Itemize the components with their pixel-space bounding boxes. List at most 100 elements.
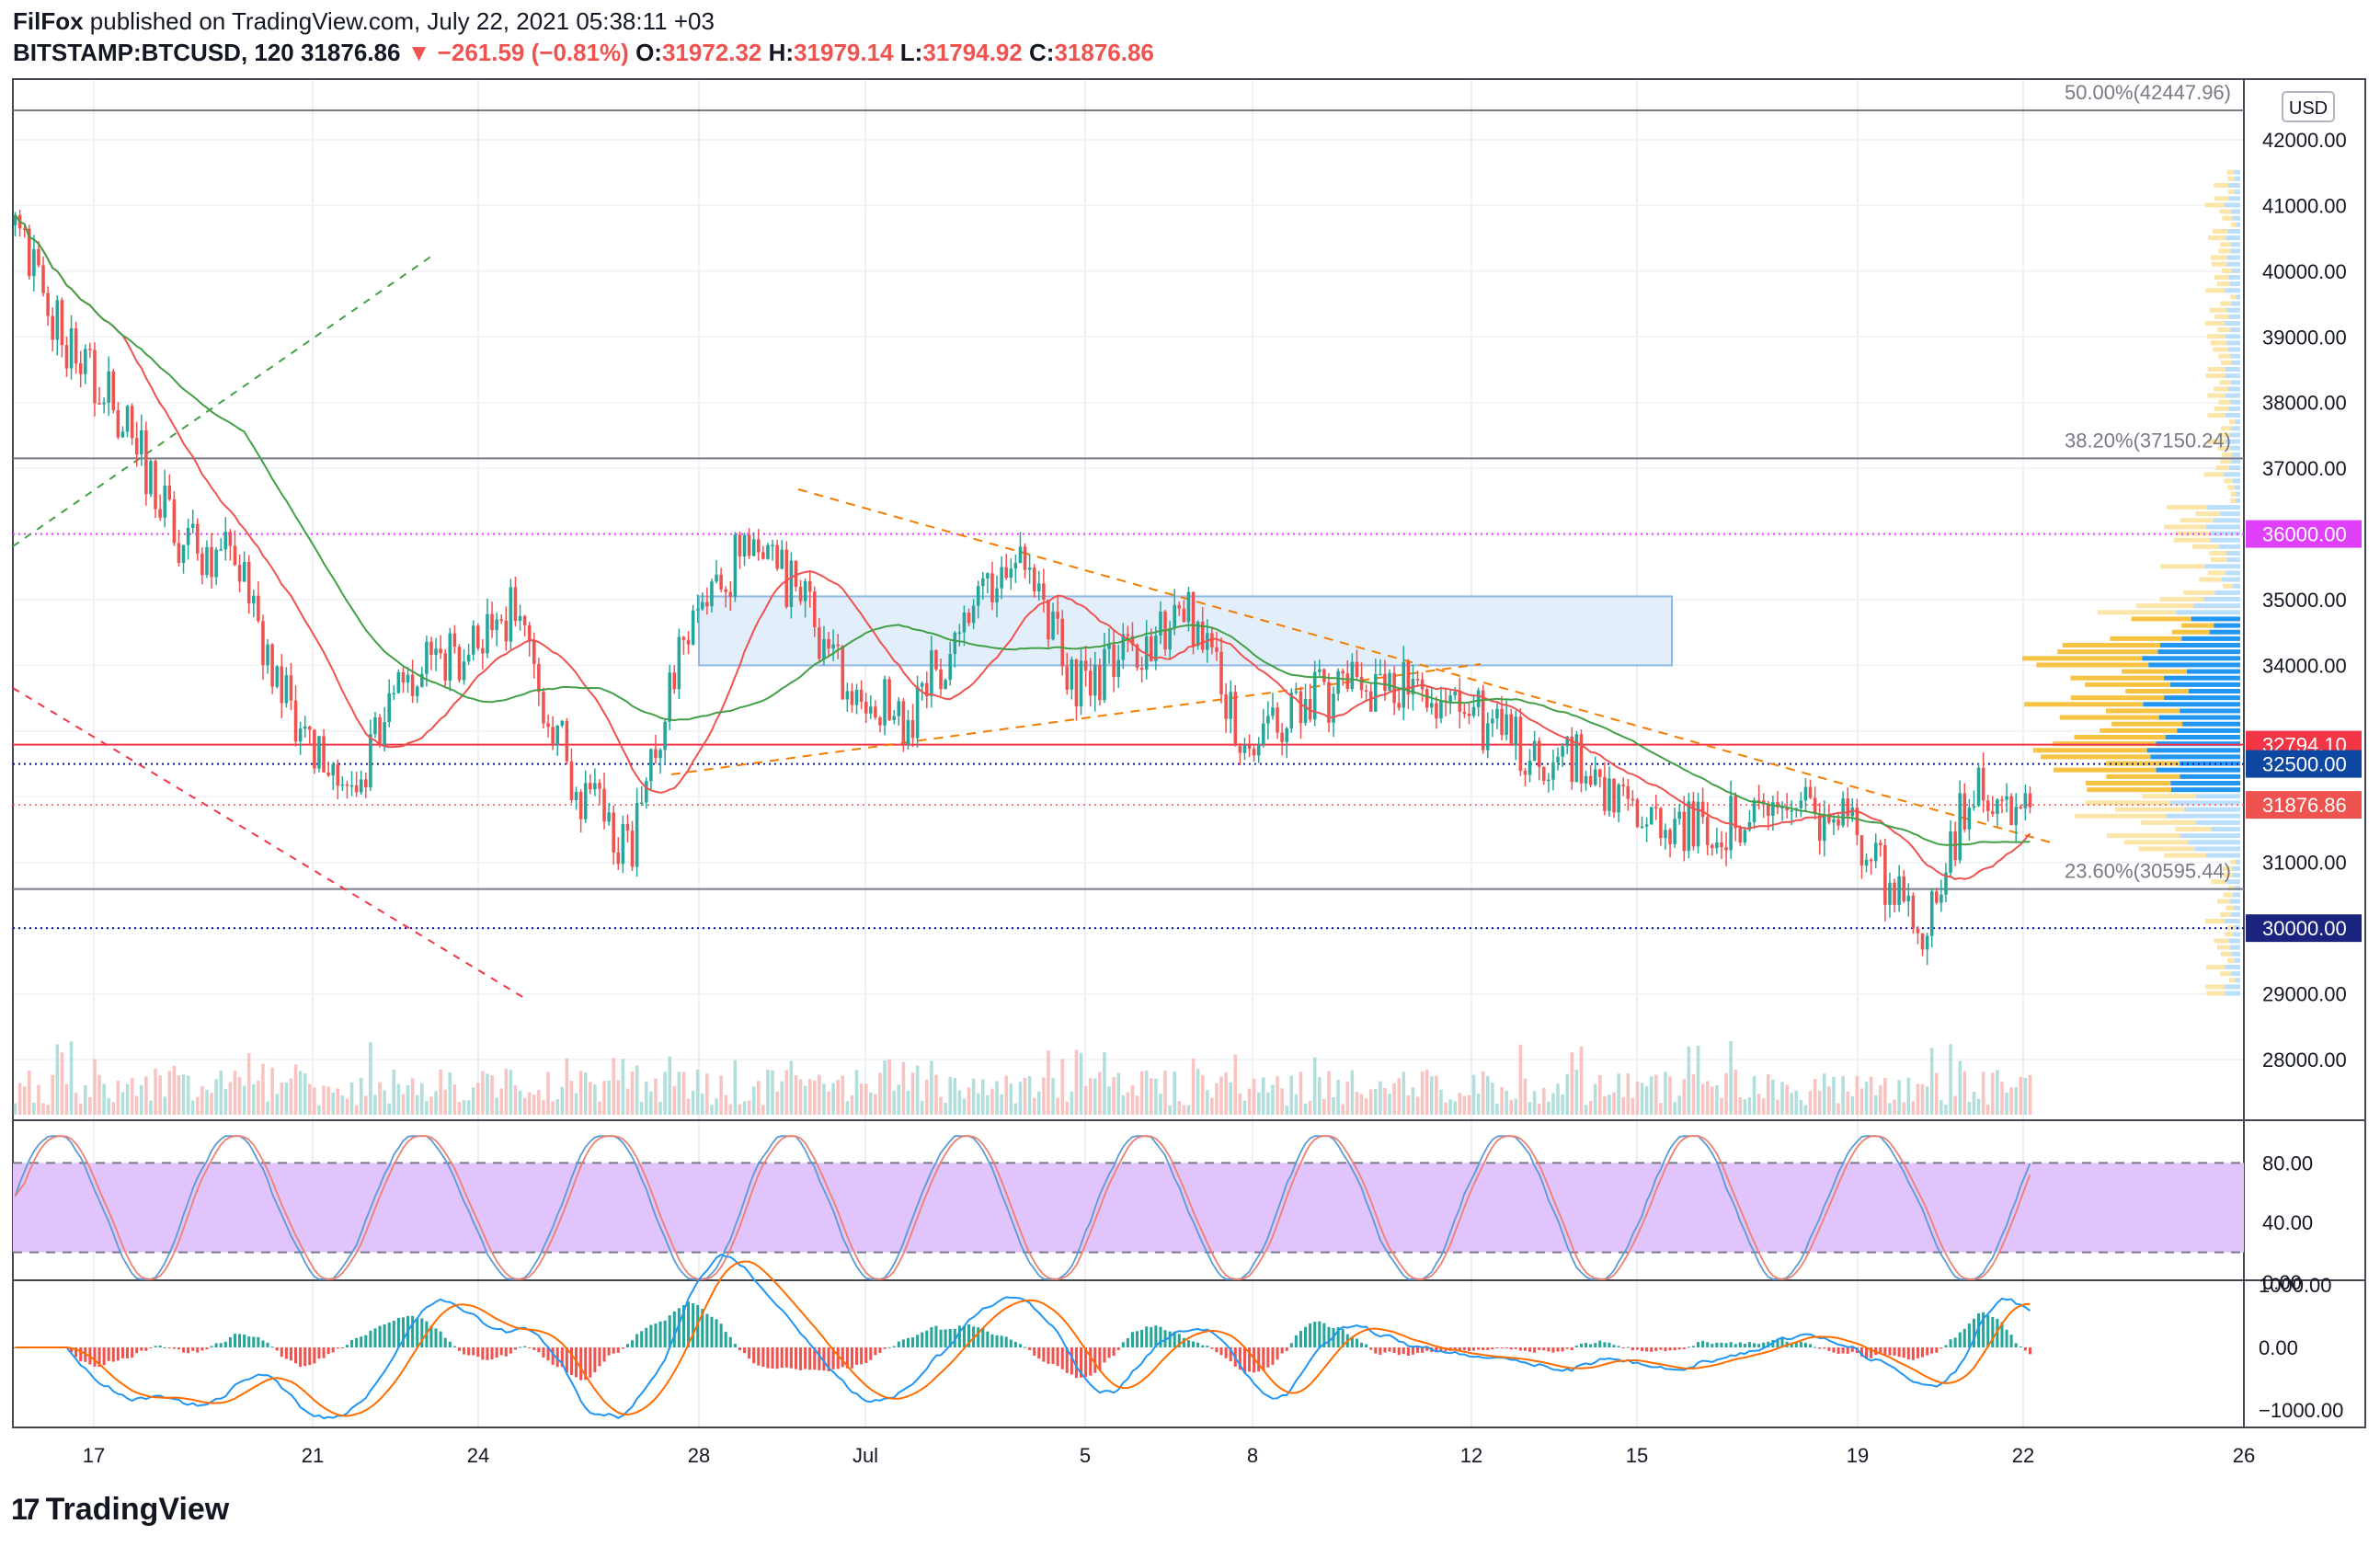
- candle-body: [827, 638, 830, 649]
- candle-body: [1551, 762, 1555, 780]
- candle-body: [1813, 797, 1817, 815]
- macd-histogram-bar: [1093, 1347, 1097, 1373]
- volume-profile-bar: [2226, 235, 2240, 241]
- volume-bar: [925, 1079, 929, 1115]
- candle-body: [1593, 769, 1597, 785]
- macd-histogram-bar: [911, 1337, 915, 1347]
- macd-pane[interactable]: [14, 1253, 2031, 1420]
- stoch-rsi-pane[interactable]: [13, 1135, 2244, 1280]
- price-axis[interactable]: 42000.0041000.0040000.0039000.0038000.00…: [2246, 91, 2362, 1422]
- volume-bar: [457, 1102, 462, 1115]
- macd-histogram-bar: [294, 1347, 298, 1364]
- currency-button[interactable]: [2282, 91, 2335, 122]
- macd-histogram-bar: [1341, 1328, 1344, 1347]
- candlestick-series[interactable]: [13, 210, 2032, 966]
- volume-profile-bar: [2110, 636, 2182, 641]
- volume-bar: [771, 1070, 774, 1115]
- volume-bar: [32, 1102, 36, 1115]
- candle-body: [803, 580, 807, 602]
- candle-body: [1888, 882, 1892, 905]
- volume-bar: [1981, 1071, 1985, 1115]
- volume-bar: [1182, 1105, 1186, 1115]
- volume-profile-bar: [2180, 518, 2214, 523]
- volume-bar: [1649, 1076, 1653, 1115]
- ma-slow-line: [14, 214, 2031, 846]
- volume-bar: [200, 1086, 204, 1115]
- candle-body: [32, 248, 36, 277]
- volume-bar: [841, 1075, 845, 1115]
- volume-profile-bar: [2221, 577, 2240, 582]
- volume-bar: [920, 1100, 924, 1115]
- macd-signal-line: [15, 1260, 2031, 1417]
- macd-histogram-bar: [1542, 1347, 1546, 1351]
- tradingview-logo[interactable]: 17 TradingView: [11, 1492, 229, 1528]
- candle-body: [841, 646, 845, 700]
- candle-body: [1864, 859, 1869, 866]
- candle-body: [1911, 895, 1916, 929]
- volume-bar: [1500, 1086, 1504, 1115]
- last-price: 31876.86: [301, 39, 401, 66]
- volume-profile-bar: [2214, 314, 2229, 319]
- macd-histogram-bar: [1477, 1347, 1481, 1350]
- volume-profile-bar: [2146, 748, 2240, 753]
- volume-profile-bar: [2226, 957, 2235, 963]
- candle-body: [364, 779, 368, 787]
- candle-body: [1130, 636, 1135, 646]
- candle-body: [396, 671, 401, 693]
- macd-histogram-bar: [401, 1317, 405, 1347]
- volume-bar: [1276, 1076, 1279, 1115]
- macd-histogram-bar: [1972, 1318, 1975, 1347]
- candle-body: [1996, 799, 1999, 815]
- candle-body: [1883, 845, 1887, 905]
- volume-bar: [542, 1099, 545, 1115]
- volume-profile-bar: [2170, 781, 2240, 785]
- chart-header: FilFox published on TradingView.com, Jul…: [13, 6, 1154, 68]
- macd-histogram-bar: [1509, 1347, 1513, 1350]
- volume-profile-bar: [2234, 169, 2240, 175]
- macd-histogram-bar: [1397, 1347, 1401, 1356]
- candle-body: [1827, 814, 1831, 823]
- volume-bar: [1808, 1091, 1813, 1115]
- volume-bar: [681, 1071, 686, 1115]
- volume-bar: [378, 1082, 382, 1115]
- down-arrow-icon: ▼: [406, 39, 431, 66]
- volume-bar: [1388, 1094, 1391, 1115]
- volume-bar: [532, 1094, 536, 1115]
- symbol-label[interactable]: BITSTAMP:BTCUSD, 120: [13, 39, 294, 66]
- macd-histogram-bar: [1743, 1343, 1746, 1347]
- volume-bar: [1266, 1092, 1270, 1115]
- volume-bar: [116, 1080, 120, 1115]
- publisher-name[interactable]: FilFox: [13, 7, 84, 35]
- volume-bar: [1312, 1057, 1317, 1115]
- candle-body: [522, 615, 527, 625]
- volume-profile-bar: [2209, 551, 2226, 556]
- candle-body: [1280, 732, 1284, 742]
- volume-profile-bar: [2195, 511, 2221, 517]
- volume-profile-bar: [2230, 498, 2237, 503]
- time-axis[interactable]: 17 21 24 28 Jul 5 8 12 15 19 22 26: [83, 1444, 2255, 1467]
- candle-body: [149, 461, 153, 495]
- volume-profile-bar: [2221, 268, 2232, 273]
- volume-bar: [425, 1101, 429, 1115]
- macd-histogram-bar: [1411, 1347, 1414, 1355]
- volume-profile-bar: [2220, 242, 2232, 247]
- volume-profile-bar: [2227, 261, 2240, 267]
- macd-histogram-bar: [228, 1336, 232, 1347]
- volume-profile-bar: [2204, 202, 2225, 208]
- volume-bar: [177, 1075, 181, 1115]
- candle-body: [757, 539, 761, 553]
- candle-body: [1271, 707, 1275, 716]
- volume-profile-bar: [2214, 386, 2229, 392]
- volume-bar: [1859, 1088, 1864, 1115]
- candle-body: [200, 553, 204, 576]
- volume-bar: [1677, 1095, 1681, 1115]
- macd-histogram-bar: [116, 1347, 120, 1361]
- volume-profile-bar: [2226, 879, 2240, 885]
- macd-histogram-bar: [1201, 1345, 1205, 1347]
- price-tick-label: 42000.00: [2262, 129, 2347, 152]
- macd-histogram-bar: [1547, 1347, 1550, 1352]
- candle-body: [569, 761, 574, 800]
- macd-histogram-bar: [1631, 1347, 1634, 1351]
- volume-profile-bar: [2115, 807, 2184, 812]
